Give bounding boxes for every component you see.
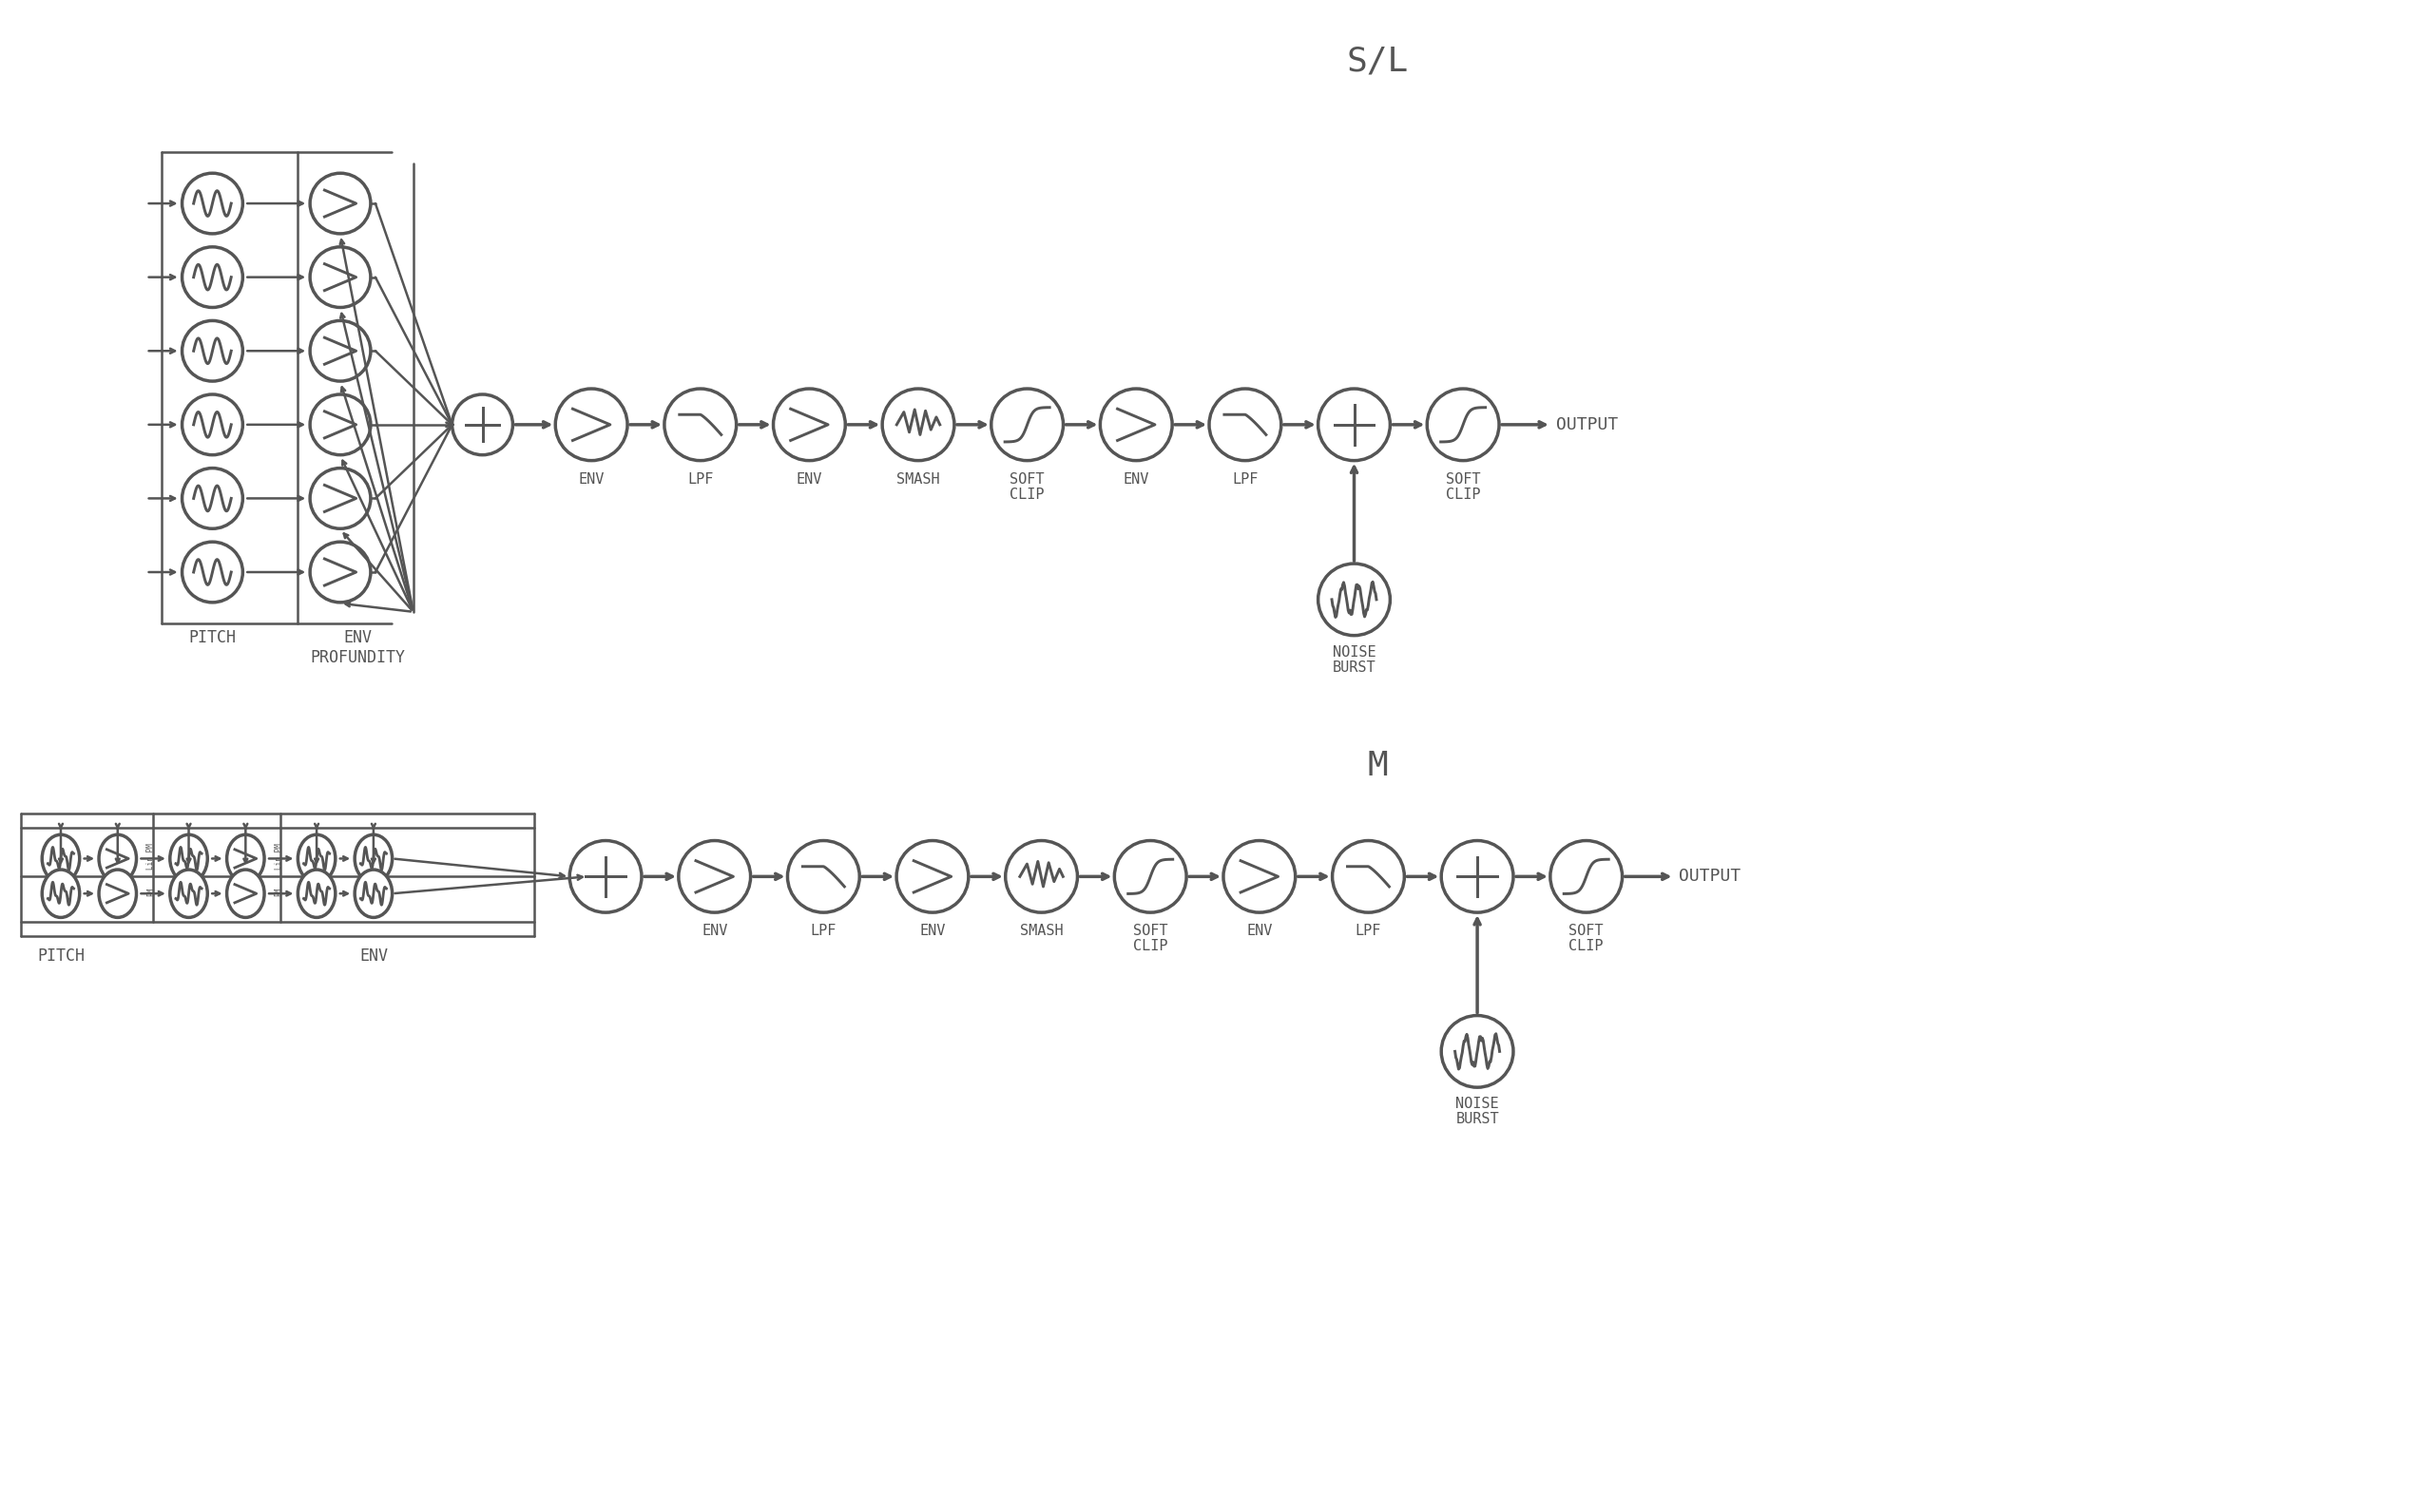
Text: ENV: ENV xyxy=(797,472,822,487)
Text: SOFT
CLIP: SOFT CLIP xyxy=(1011,472,1045,502)
Ellipse shape xyxy=(228,835,264,883)
Circle shape xyxy=(1115,841,1185,912)
Ellipse shape xyxy=(354,835,393,883)
Text: PM: PM xyxy=(274,888,284,897)
Text: PITCH: PITCH xyxy=(36,948,85,965)
Text: LPF: LPF xyxy=(1231,472,1258,487)
Circle shape xyxy=(1100,389,1173,461)
Ellipse shape xyxy=(228,869,264,918)
Circle shape xyxy=(182,469,242,529)
Ellipse shape xyxy=(298,869,335,918)
Text: SOFT
CLIP: SOFT CLIP xyxy=(1568,924,1605,954)
Text: Lin PM: Lin PM xyxy=(145,844,155,869)
Circle shape xyxy=(882,389,955,461)
Text: NOISE
BURST: NOISE BURST xyxy=(1454,1096,1498,1126)
Ellipse shape xyxy=(170,869,208,918)
Text: ENV: ENV xyxy=(1122,472,1149,487)
Circle shape xyxy=(310,541,371,602)
Circle shape xyxy=(1006,841,1076,912)
Circle shape xyxy=(1210,389,1282,461)
Text: Lin PM: Lin PM xyxy=(274,844,284,869)
Circle shape xyxy=(991,389,1064,461)
Ellipse shape xyxy=(298,835,335,883)
Circle shape xyxy=(310,174,371,234)
Circle shape xyxy=(182,174,242,234)
Ellipse shape xyxy=(41,835,80,883)
Circle shape xyxy=(1224,841,1294,912)
Circle shape xyxy=(310,395,371,455)
Text: ENV: ENV xyxy=(579,472,604,487)
Circle shape xyxy=(1428,389,1498,461)
Circle shape xyxy=(1551,841,1622,912)
Circle shape xyxy=(182,246,242,307)
Circle shape xyxy=(1333,841,1403,912)
Text: PM: PM xyxy=(145,888,155,897)
Circle shape xyxy=(1442,1016,1513,1087)
Circle shape xyxy=(679,841,751,912)
Circle shape xyxy=(182,541,242,602)
Circle shape xyxy=(182,321,242,381)
Text: NOISE
BURST: NOISE BURST xyxy=(1333,646,1377,674)
Text: ENV: ENV xyxy=(701,924,727,937)
Circle shape xyxy=(773,389,846,461)
Text: SOFT
CLIP: SOFT CLIP xyxy=(1445,472,1481,502)
Circle shape xyxy=(1319,564,1389,635)
Circle shape xyxy=(1442,841,1513,912)
Circle shape xyxy=(664,389,737,461)
Text: SOFT
CLIP: SOFT CLIP xyxy=(1132,924,1168,954)
Circle shape xyxy=(310,321,371,381)
Circle shape xyxy=(788,841,861,912)
Circle shape xyxy=(310,469,371,529)
Circle shape xyxy=(310,246,371,307)
Circle shape xyxy=(182,395,242,455)
Text: LPF: LPF xyxy=(810,924,836,937)
Text: ENV: ENV xyxy=(919,924,945,937)
Text: M: M xyxy=(1367,750,1389,782)
Text: PITCH: PITCH xyxy=(189,629,235,646)
Ellipse shape xyxy=(41,869,80,918)
Ellipse shape xyxy=(354,869,393,918)
Circle shape xyxy=(453,395,514,455)
Circle shape xyxy=(897,841,970,912)
Ellipse shape xyxy=(99,835,136,883)
Text: ENV: ENV xyxy=(359,948,388,965)
Text: ENV: ENV xyxy=(1246,924,1273,937)
Text: SMASH: SMASH xyxy=(1021,924,1064,937)
Ellipse shape xyxy=(170,835,208,883)
Ellipse shape xyxy=(99,869,136,918)
Text: LPF: LPF xyxy=(688,472,713,487)
Text: S/L: S/L xyxy=(1348,45,1408,77)
Text: SMASH: SMASH xyxy=(897,472,941,487)
Circle shape xyxy=(1319,389,1389,461)
Text: ENV
PROFUNDITY: ENV PROFUNDITY xyxy=(310,629,405,665)
Text: OUTPUT: OUTPUT xyxy=(1680,868,1740,885)
Text: LPF: LPF xyxy=(1355,924,1382,937)
Circle shape xyxy=(555,389,628,461)
Circle shape xyxy=(570,841,642,912)
Text: OUTPUT: OUTPUT xyxy=(1556,416,1617,434)
